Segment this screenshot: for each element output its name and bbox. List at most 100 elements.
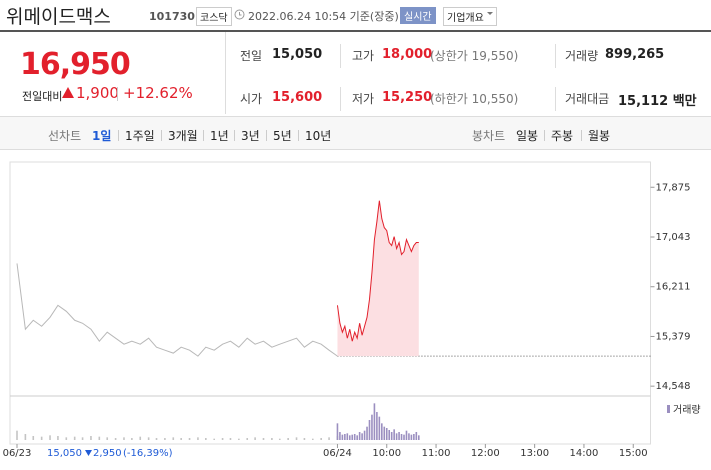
volume-bar [339, 432, 341, 440]
volume-bar [205, 438, 207, 440]
tab[interactable]: 1년 [210, 129, 229, 143]
tab[interactable]: 5년 [273, 129, 292, 143]
datetime: 2022.06.24 10:54 기준(장중) [248, 10, 399, 23]
volume-bar [363, 430, 366, 440]
tab-sep [161, 130, 162, 141]
stat-label: 거래량 [565, 49, 599, 63]
volume-bar [356, 435, 358, 440]
stat-value: 15,050 [272, 47, 323, 62]
volume-bar [393, 429, 395, 440]
volume-bar [164, 438, 166, 440]
tab-sep [118, 130, 119, 141]
volume-bar [172, 437, 175, 440]
y-tick-label: 14,548 [656, 381, 691, 392]
volume-bar [221, 438, 224, 440]
volume-bar [368, 420, 371, 440]
volume-bar [73, 436, 76, 440]
volume-bar [417, 435, 420, 440]
x-tick-label: 06/24 [323, 448, 352, 459]
company-label[interactable]: 기업개요 [447, 13, 484, 24]
stat-value: 899,265 [605, 47, 665, 62]
tab[interactable]: 월봉 [588, 129, 611, 143]
volume-bar [65, 437, 68, 440]
volume-bar [413, 434, 415, 440]
tab-sep [544, 130, 545, 141]
volume-bar [336, 423, 339, 440]
volume-bar [408, 433, 410, 440]
stat-value: 15,250 [382, 90, 433, 105]
volume-bar [361, 433, 363, 440]
realtime-badge: 실시간 [400, 7, 436, 24]
stat-label: 시가 [240, 92, 263, 106]
volume-bar [229, 438, 232, 440]
volume-bar [32, 436, 35, 440]
stock-code: 101730 [149, 10, 195, 23]
volume-bar [388, 430, 391, 440]
volume-bar [383, 426, 386, 440]
volume-bar [410, 434, 413, 440]
tab[interactable]: 일봉 [516, 129, 539, 143]
current-price: 16,950 [20, 47, 131, 82]
company-button[interactable]: 기업개요 [443, 7, 497, 26]
x-tick-label: 13:00 [520, 448, 549, 459]
volume-bar [405, 430, 408, 440]
tab[interactable]: 1일 [92, 129, 112, 143]
volume-bar [303, 438, 306, 440]
volume-bar [353, 434, 356, 440]
stat-value: 18,000 [382, 47, 433, 62]
plot-frame [9, 161, 652, 445]
tab-group-label: 선차트 [48, 129, 82, 143]
volume-bar [106, 437, 109, 440]
volume-legend: 거래량 [673, 404, 701, 416]
tab[interactable]: 10년 [305, 129, 332, 143]
volume-bar [24, 434, 27, 440]
y-tick-label: 16,211 [656, 282, 691, 293]
chart: 17,875 17,043 16,211 15,379 14,548 06/23 06/24… [3, 161, 701, 459]
volume-bar [341, 434, 344, 440]
volume-bar [262, 438, 265, 440]
tab[interactable]: 3개월 [168, 129, 198, 143]
volume-bar [180, 438, 182, 440]
clock-icon [234, 9, 245, 20]
x-tick-label: 11:00 [422, 448, 451, 459]
tab-sep [266, 130, 267, 141]
tab-sep [581, 130, 582, 141]
change-rate: +12.62% [123, 84, 193, 102]
volume-bar [403, 434, 405, 440]
x-tick-label: 06/23 [3, 448, 32, 459]
volume-bar [312, 438, 314, 440]
volume-bar [346, 433, 349, 440]
volume-bar [376, 412, 378, 440]
volume-bar [40, 436, 43, 440]
volume-bar [155, 438, 158, 440]
tab[interactable]: 주봉 [551, 129, 574, 143]
volume-bar [57, 436, 59, 440]
stock-name: 위메이드맥스 [6, 6, 111, 28]
stat-label: 고가 [352, 49, 375, 63]
y-tick-label: 17,875 [656, 182, 691, 193]
up-arrow [62, 87, 74, 98]
volume-bar [147, 437, 150, 440]
stat-label: 저가 [352, 92, 375, 106]
volume-bar [344, 434, 346, 440]
info-rate: (-16,39%) [123, 448, 173, 459]
volume-bar [81, 437, 84, 440]
stat-label: 거래대금 [565, 92, 610, 106]
volume-bar [123, 437, 125, 440]
volume-bar [238, 438, 240, 440]
price-area [337, 200, 419, 357]
volume-bar [415, 432, 418, 440]
price-line [16, 263, 338, 357]
volume-bar [131, 438, 133, 440]
tab[interactable]: 3년 [241, 129, 260, 143]
volume-bar [398, 432, 400, 440]
market-badge: 코스닥 [196, 7, 232, 26]
tab[interactable]: 1주일 [125, 129, 155, 143]
volume-bar [114, 438, 117, 440]
volume-bar [351, 434, 354, 440]
volume-bar [295, 437, 298, 440]
volume-bar [139, 436, 142, 440]
change-label: 전일대비 [22, 90, 63, 103]
volume-bar [328, 437, 330, 440]
volume-bar [395, 433, 398, 440]
